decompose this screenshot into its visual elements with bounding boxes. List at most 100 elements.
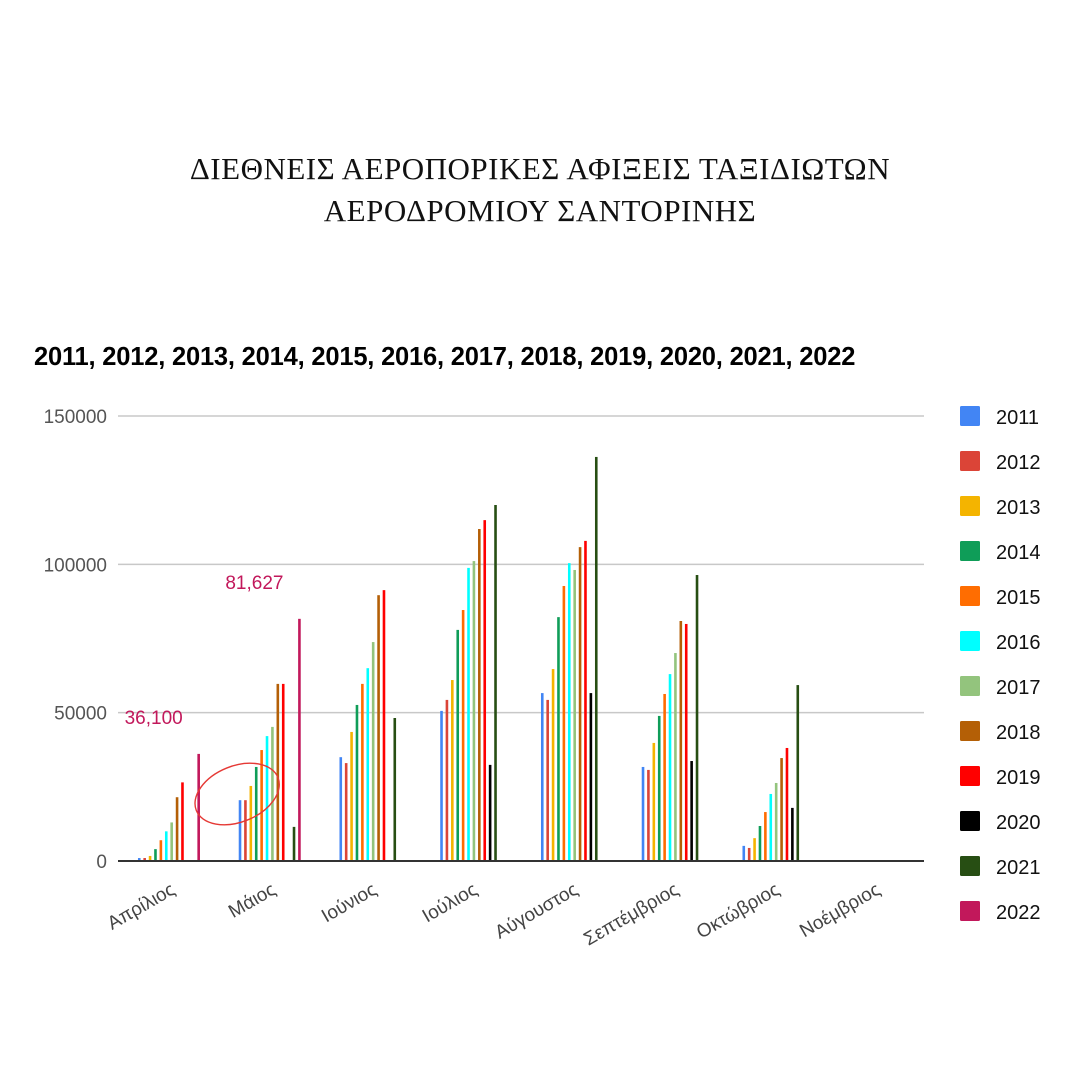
- bar: [181, 782, 184, 861]
- x-axis-labels: Απρίλιος Μάιος Ιούνιος Ιούλιος ΑύγουστοςΣεπτ…: [104, 879, 884, 950]
- bar: [562, 585, 566, 861]
- bar: [551, 669, 555, 861]
- bar: [197, 753, 200, 861]
- bar: [281, 683, 285, 861]
- bar: [382, 590, 386, 861]
- bar: [647, 769, 650, 861]
- bar: [573, 569, 576, 861]
- legend-label: 2020: [996, 812, 1041, 834]
- y-tick-label: 150000: [44, 407, 107, 428]
- bar: [350, 731, 353, 861]
- bar: [753, 838, 756, 861]
- bar: [695, 575, 699, 861]
- bar: [159, 840, 163, 861]
- x-tick-label: Απρίλιος: [104, 879, 179, 934]
- legend-label: 2012: [996, 452, 1041, 474]
- bar: [244, 800, 247, 861]
- chart-main-title-line1: ΔΙΕΘΝΕΙΣ ΑΕΡΟΠΟΡΙΚΕΣ ΑΦΙΞΕΙΣ ΤΑΞΙΔΙΩΤΩΝ: [189, 151, 891, 186]
- legend-label: 2019: [996, 767, 1041, 789]
- bar: [690, 761, 693, 861]
- bar: [472, 561, 476, 861]
- bar: [371, 642, 375, 861]
- bar: [249, 785, 253, 861]
- bar: [791, 807, 794, 861]
- legend-swatch: [960, 631, 980, 651]
- legend-item: 2018: [960, 721, 1041, 744]
- legend-swatch: [960, 901, 980, 921]
- legend-label: 2015: [996, 587, 1041, 609]
- bar: [170, 822, 173, 861]
- bar: [488, 764, 492, 861]
- bar: [456, 629, 460, 861]
- bar: [641, 766, 645, 861]
- bar: [276, 683, 280, 861]
- legend-item: 2012: [960, 451, 1041, 474]
- gridlines: [118, 415, 924, 714]
- legend: 2011 2012 2013 2014 2015 2016 2017 2018 2019 2020…: [960, 406, 1041, 924]
- bar: [377, 595, 380, 861]
- bar: [440, 710, 443, 861]
- bar: [260, 750, 263, 861]
- bar: [461, 610, 465, 861]
- legend-item: 2020: [960, 811, 1041, 834]
- x-tick-label: Σεπτέμβριος: [580, 879, 682, 950]
- bar: [292, 826, 296, 861]
- legend-label: 2016: [996, 632, 1041, 654]
- legend-label: 2011: [996, 407, 1039, 429]
- legend-item: 2021: [960, 856, 1041, 879]
- bar: [143, 858, 146, 861]
- bar: [594, 456, 598, 861]
- highlight-ellipse: [194, 762, 280, 826]
- bar: [652, 742, 656, 861]
- bar: [254, 766, 258, 861]
- bar: [679, 620, 683, 861]
- bar: [344, 763, 348, 861]
- y-tick-label: 50000: [54, 704, 107, 725]
- legend-swatch: [960, 721, 980, 741]
- legend-swatch: [960, 676, 980, 696]
- legend-swatch: [960, 586, 980, 606]
- legend-swatch: [960, 451, 980, 471]
- bar: [366, 668, 370, 861]
- bar: [467, 567, 470, 861]
- chart-title: 2011, 2012, 2013, 2014, 2015, 2016, 2017…: [34, 343, 856, 371]
- legend-item: 2016: [960, 631, 1041, 654]
- bar: [780, 758, 783, 861]
- legend-item: 2019: [960, 766, 1041, 789]
- x-tick-label: Ιούλιος: [419, 879, 481, 927]
- bar: [137, 858, 141, 861]
- legend-swatch: [960, 541, 980, 561]
- bar: [567, 563, 571, 861]
- legend-item: 2014: [960, 541, 1041, 564]
- legend-item: 2017: [960, 676, 1041, 699]
- bar: [785, 747, 789, 861]
- bar: [494, 505, 497, 861]
- bar: [445, 699, 449, 861]
- bar: [758, 825, 762, 861]
- bar: [265, 736, 269, 861]
- legend-label: 2021: [996, 857, 1041, 879]
- annotations: 36,100 81,627: [125, 573, 283, 826]
- bar: [742, 845, 746, 861]
- bar: [478, 529, 481, 861]
- bar: [339, 757, 343, 861]
- bar: [774, 782, 778, 861]
- legend-label: 2013: [996, 497, 1041, 519]
- bar: [657, 715, 661, 861]
- bar: [393, 718, 397, 861]
- data-label: 36,100: [125, 708, 183, 729]
- legend-label: 2017: [996, 677, 1041, 699]
- bar: [154, 849, 157, 861]
- legend-swatch: [960, 496, 980, 516]
- x-tick-label: Αύγουστος: [492, 879, 582, 943]
- x-tick-label: Μάιος: [225, 879, 279, 923]
- y-axis-ticks: 0 50000 100000 150000: [44, 407, 107, 873]
- legend-item: 2013: [960, 496, 1041, 519]
- bar: [769, 793, 773, 861]
- chart-main-title-line2: ΑΕΡΟΔΡΟΜΙΟΥ ΣΑΝΤΟΡΙΝΗΣ: [323, 193, 757, 228]
- bar: [674, 653, 677, 861]
- bar: [175, 797, 179, 861]
- bar: [298, 618, 301, 861]
- legend-swatch: [960, 856, 980, 876]
